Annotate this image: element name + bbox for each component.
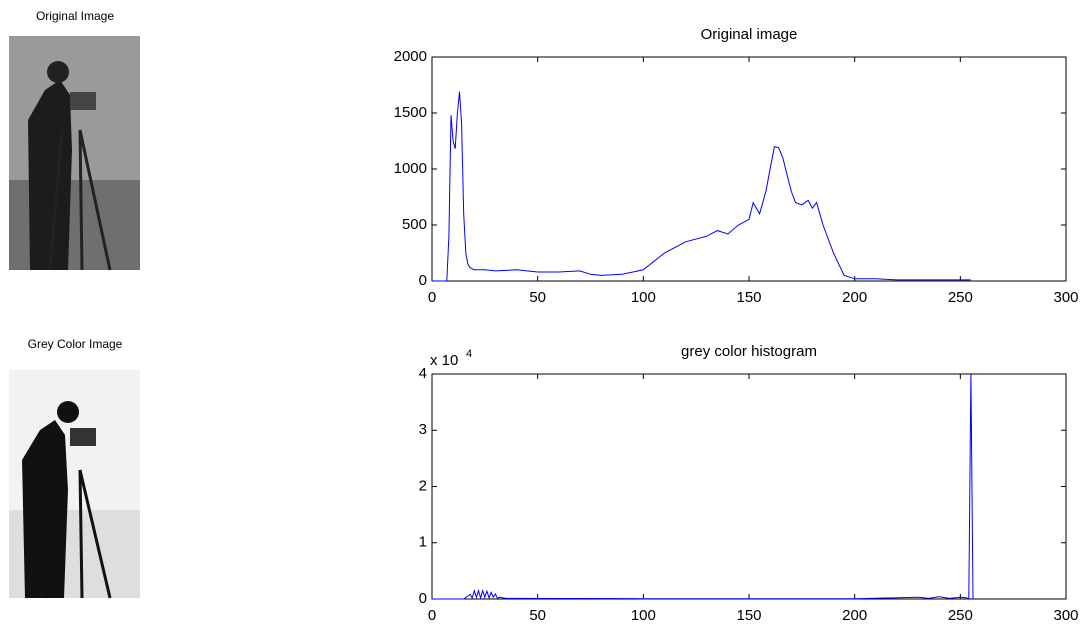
y-tick-label: 4 [419, 365, 427, 382]
x-tick-label: 250 [948, 607, 973, 624]
y-tick-label: 2000 [394, 48, 427, 65]
x-tick-label: 100 [631, 607, 656, 624]
y-tick-label: 2 [419, 477, 427, 494]
x-tick-label: 0 [428, 607, 436, 624]
x-tick-label: 250 [948, 289, 973, 306]
y-tick-label: 1500 [394, 104, 427, 121]
original-image [9, 36, 140, 271]
y-multiplier-exponent: 4 [466, 348, 472, 360]
y-tick-label: 3 [419, 421, 427, 438]
y-multiplier: x 10 [430, 352, 458, 369]
grey-image [9, 370, 140, 599]
x-tick-label: 200 [842, 607, 867, 624]
x-tick-label: 100 [631, 289, 656, 306]
x-tick-label: 150 [736, 289, 761, 306]
data-line [432, 91, 971, 282]
chart-title: Original image [701, 26, 798, 43]
x-tick-label: 50 [529, 607, 546, 624]
x-tick-label: 0 [428, 289, 436, 306]
chart-title: grey color histogram [681, 343, 817, 360]
y-tick-label: 500 [402, 216, 427, 233]
data-line [432, 373, 974, 600]
x-tick-label: 200 [842, 289, 867, 306]
y-tick-label: 0 [419, 590, 427, 607]
x-tick-label: 300 [1053, 289, 1078, 306]
y-tick-label: 1 [419, 534, 427, 551]
x-tick-label: 150 [736, 607, 761, 624]
axes-box [431, 56, 1067, 282]
x-tick-label: 300 [1053, 607, 1078, 624]
y-tick-label: 1000 [394, 160, 427, 177]
x-tick-label: 50 [529, 289, 546, 306]
image-title: Original Image [36, 9, 114, 23]
image-title: Grey Color Image [28, 337, 123, 351]
y-tick-label: 0 [419, 272, 427, 289]
